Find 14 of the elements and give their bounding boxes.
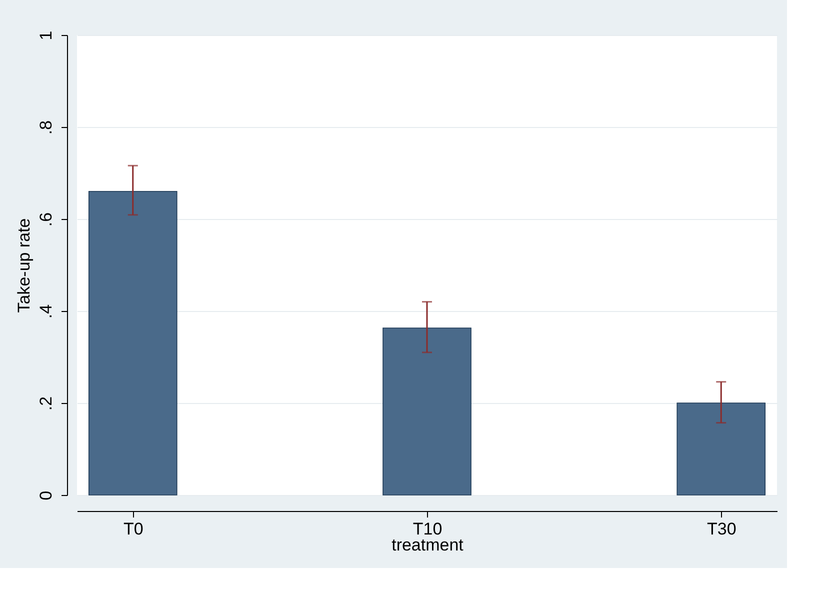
x-tick-label: T10: [412, 520, 442, 538]
bar: [88, 191, 178, 496]
y-tick-label: 1: [36, 30, 56, 40]
y-tick-label: .8: [36, 120, 56, 135]
bar: [382, 328, 472, 496]
x-axis-title: treatment: [392, 536, 464, 554]
y-axis-title: Take-up rate: [14, 218, 34, 313]
y-tick-label: .4: [36, 304, 56, 319]
bar: [676, 402, 766, 496]
x-tick-label: T0: [123, 520, 144, 538]
y-tick-label: .6: [36, 212, 56, 227]
x-tick-label: T30: [706, 520, 736, 538]
y-tick-label: .2: [36, 396, 56, 411]
y-tick-label: 0: [36, 490, 56, 500]
